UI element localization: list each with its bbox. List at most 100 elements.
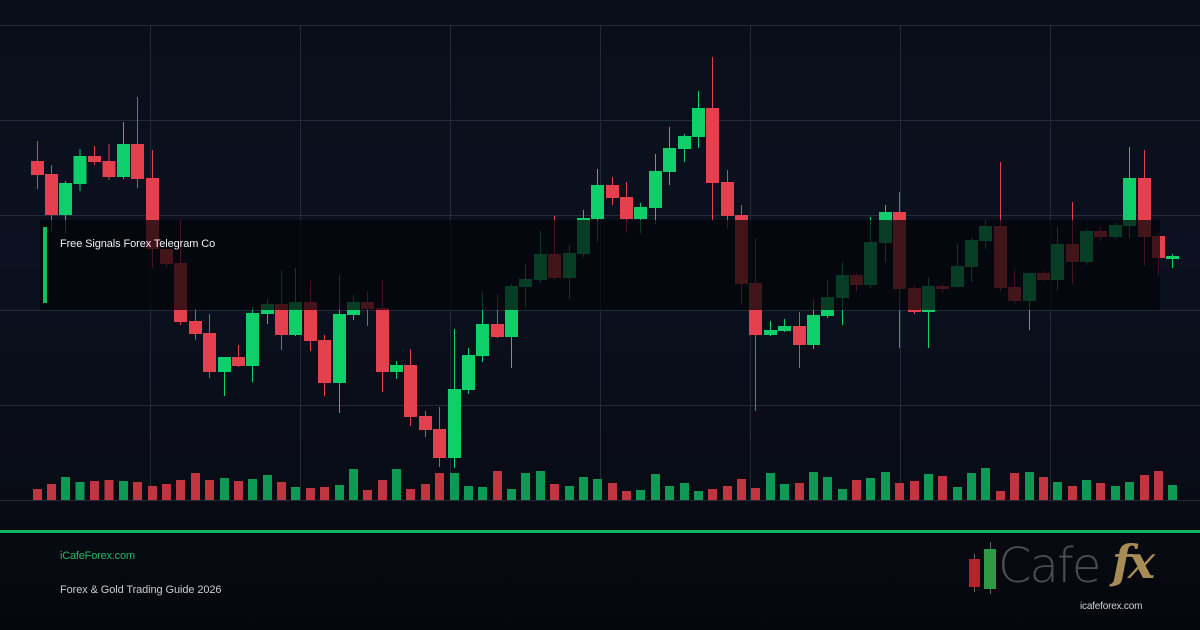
candle <box>102 144 116 180</box>
volume-bar <box>378 480 387 500</box>
candle <box>318 335 331 396</box>
volume-bar <box>766 473 775 500</box>
volume-bar <box>176 480 185 500</box>
candle <box>606 177 619 205</box>
volume-bar <box>521 473 530 500</box>
volume-bar <box>1053 482 1062 500</box>
candle <box>649 154 662 224</box>
candle <box>31 141 44 189</box>
volume-bar <box>795 483 804 500</box>
volume-bar <box>1125 482 1134 500</box>
volume-bar <box>392 469 401 500</box>
volume-bar <box>119 481 128 500</box>
volume-bar <box>335 485 344 500</box>
logo-fx-mark: fx <box>1112 535 1155 589</box>
green-separator-line <box>0 530 1200 533</box>
volume-bar <box>1068 486 1077 500</box>
logo-green-candle-icon <box>984 542 996 594</box>
volume-bar <box>981 468 990 500</box>
candles <box>31 57 1179 468</box>
volume-bar <box>33 489 42 500</box>
candle <box>462 348 475 394</box>
candle <box>404 349 417 426</box>
candle <box>218 357 231 396</box>
candle <box>203 314 216 378</box>
volume-bar <box>751 488 760 500</box>
volume-bar <box>737 479 746 500</box>
candle <box>232 345 245 367</box>
volume-bar <box>823 477 832 500</box>
candle <box>88 146 101 165</box>
volume-bar <box>895 483 904 500</box>
volume-bar <box>665 486 674 500</box>
candle <box>721 170 734 229</box>
candle <box>73 149 87 191</box>
volume-bar <box>651 474 660 500</box>
volume-bar <box>421 484 430 500</box>
candle <box>706 57 719 220</box>
volume-bar <box>320 487 329 500</box>
volume-bar <box>1154 471 1163 500</box>
volume-bar <box>162 484 171 500</box>
volume-bar <box>90 481 99 500</box>
volume-bar <box>723 486 732 500</box>
volume-bar <box>291 487 300 500</box>
volume-bar <box>435 473 444 500</box>
volume-bar <box>133 482 142 500</box>
logo-url: icafeforex.com <box>1080 601 1143 612</box>
volume-bar <box>464 486 473 500</box>
volume-bars <box>33 468 1177 500</box>
volume-bar <box>938 476 947 500</box>
title-banner: Free Signals Forex Telegram Co <box>40 220 1160 310</box>
volume-bar <box>1082 480 1091 500</box>
volume-bar <box>1096 483 1105 500</box>
logo-red-candle-icon <box>969 554 980 592</box>
candle <box>678 134 691 162</box>
volume-bar <box>579 477 588 500</box>
volume-bar <box>47 484 56 500</box>
candle <box>778 319 791 332</box>
volume-bar <box>277 482 286 500</box>
volume-bar <box>565 486 574 500</box>
volume-bar <box>708 489 717 500</box>
candle <box>793 312 806 368</box>
volume-bar <box>1111 486 1120 500</box>
volume-bar <box>75 482 85 500</box>
volume-bar <box>809 472 818 500</box>
volume-bar <box>478 487 487 500</box>
candle <box>246 307 259 382</box>
volume-bar <box>608 483 617 500</box>
volume-bar <box>910 481 919 500</box>
candle <box>663 127 676 185</box>
volume-bar <box>406 489 415 500</box>
volume-bar <box>1025 472 1034 500</box>
candle <box>433 407 446 467</box>
volume-bar <box>967 473 976 500</box>
volume-bar <box>1140 475 1149 500</box>
footer-site-link[interactable]: iCafeForex.com <box>60 550 135 562</box>
volume-bar <box>450 473 459 500</box>
volume-bar <box>363 490 372 500</box>
candle <box>448 329 461 468</box>
volume-bar <box>1039 477 1048 500</box>
volume-bar <box>953 487 962 500</box>
icafefx-logo: Cafe fx icafeforex.com <box>960 535 1180 618</box>
candle <box>189 308 202 340</box>
candle <box>131 97 144 188</box>
banner-title: Free Signals Forex Telegram Co <box>60 238 216 250</box>
volume-bar <box>205 480 214 500</box>
banner-accent-bar <box>43 227 47 303</box>
volume-bar <box>220 478 229 500</box>
volume-bar <box>191 473 200 500</box>
volume-bar <box>507 489 516 500</box>
volume-bar <box>148 486 157 500</box>
volume-bar <box>248 479 257 500</box>
volume-bar <box>852 480 861 500</box>
volume-bar <box>1010 473 1019 500</box>
volume-bar <box>924 474 933 500</box>
footer-guide-title: Forex & Gold Trading Guide 2026 <box>60 584 222 596</box>
volume-bar <box>622 491 631 500</box>
volume-bar <box>838 489 847 500</box>
candle <box>692 91 705 148</box>
volume-bar <box>234 481 243 500</box>
